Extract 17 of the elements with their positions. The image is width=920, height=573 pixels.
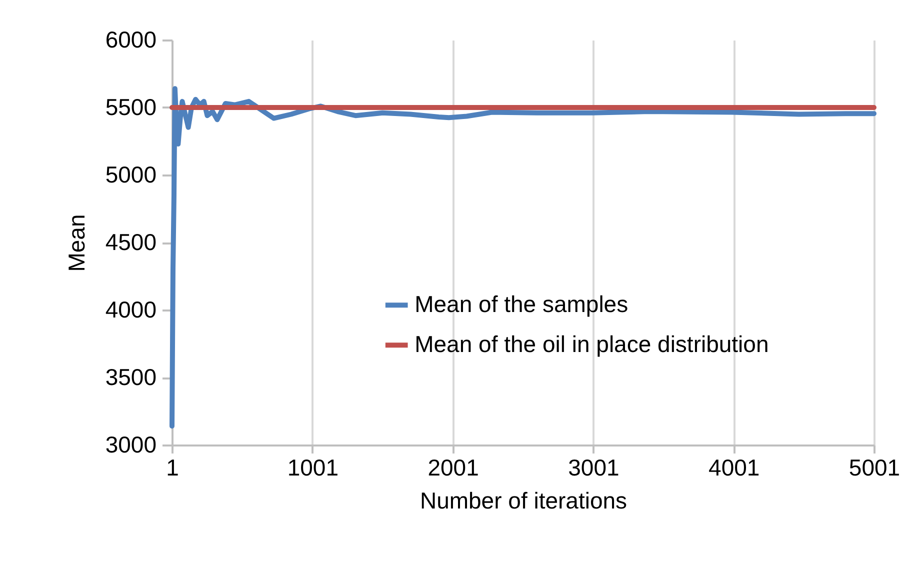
legend-label: Mean of the oil in place distribution bbox=[414, 331, 769, 358]
x-tick-label: 3001 bbox=[568, 454, 620, 480]
y-tick-label: 3000 bbox=[105, 432, 156, 458]
y-tick-label: 4500 bbox=[105, 229, 156, 255]
legend-label: Mean of the samples bbox=[414, 291, 628, 318]
x-tick-label: 1 bbox=[166, 454, 179, 480]
x-tick-label: 1001 bbox=[287, 454, 338, 480]
y-tick-label: 5500 bbox=[105, 94, 156, 120]
x-axis-title: Number of iterations bbox=[420, 488, 628, 514]
y-tick-label: 3500 bbox=[105, 364, 156, 390]
y-axis-title: Mean bbox=[63, 214, 90, 272]
x-tick-label: 2001 bbox=[428, 454, 479, 480]
y-tick-label: 6000 bbox=[105, 26, 156, 52]
x-tick-label: 5001 bbox=[848, 454, 900, 480]
x-tick-label: 4001 bbox=[708, 454, 760, 480]
y-tick-label: 5000 bbox=[105, 162, 156, 188]
y-tick-label: 4000 bbox=[105, 296, 156, 322]
